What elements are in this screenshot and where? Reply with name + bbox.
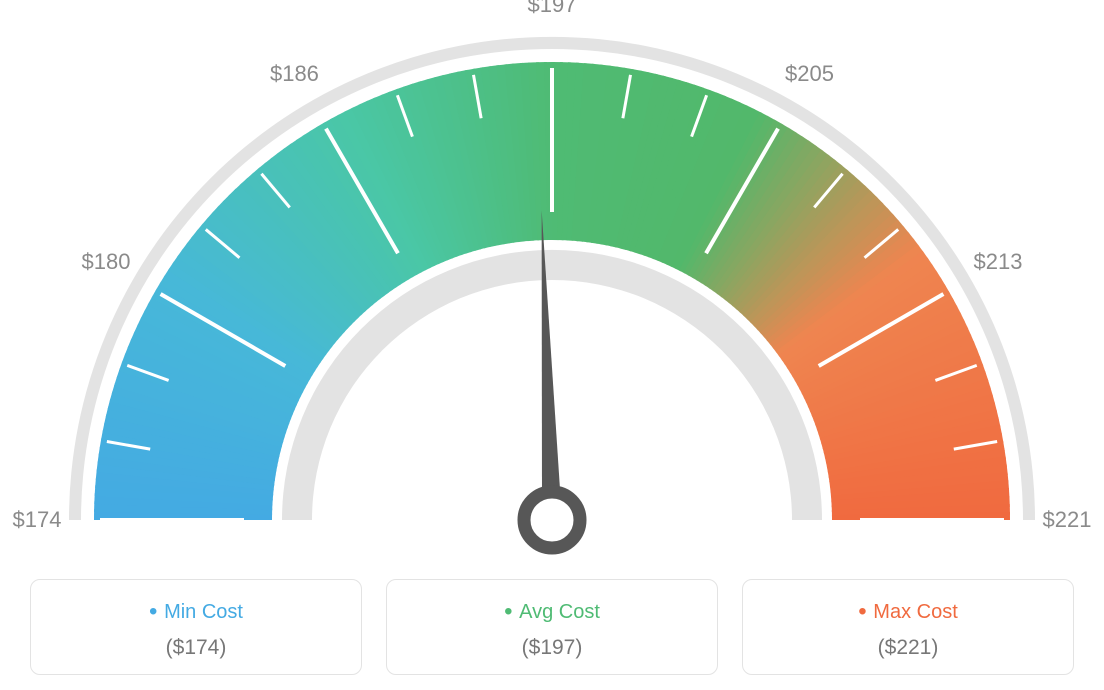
legend-value-max: ($221) [753,636,1063,660]
legend-card-max: Max Cost ($221) [742,579,1074,675]
gauge-tick-label: $221 [1043,507,1092,533]
legend-card-avg: Avg Cost ($197) [386,579,718,675]
legend-title-max: Max Cost [753,598,1063,626]
gauge-tick-label: $205 [785,61,834,87]
legend-value-avg: ($197) [397,636,707,660]
gauge-tick-label: $213 [973,249,1022,275]
gauge-tick-label: $180 [82,249,131,275]
gauge-tick-label: $174 [13,507,62,533]
legend-title-avg: Avg Cost [397,598,707,626]
legend-title-min: Min Cost [41,598,351,626]
legend-row: Min Cost ($174) Avg Cost ($197) Max Cost… [30,579,1074,675]
gauge-tick-label: $186 [270,61,319,87]
gauge-tick-label: $197 [528,0,577,18]
cost-gauge-chart: $174 $180 $186 $197 $205 $213 $221 Min Cost ($… [0,0,1104,690]
gauge [0,0,1104,560]
legend-value-min: ($174) [41,636,351,660]
legend-card-min: Min Cost ($174) [30,579,362,675]
